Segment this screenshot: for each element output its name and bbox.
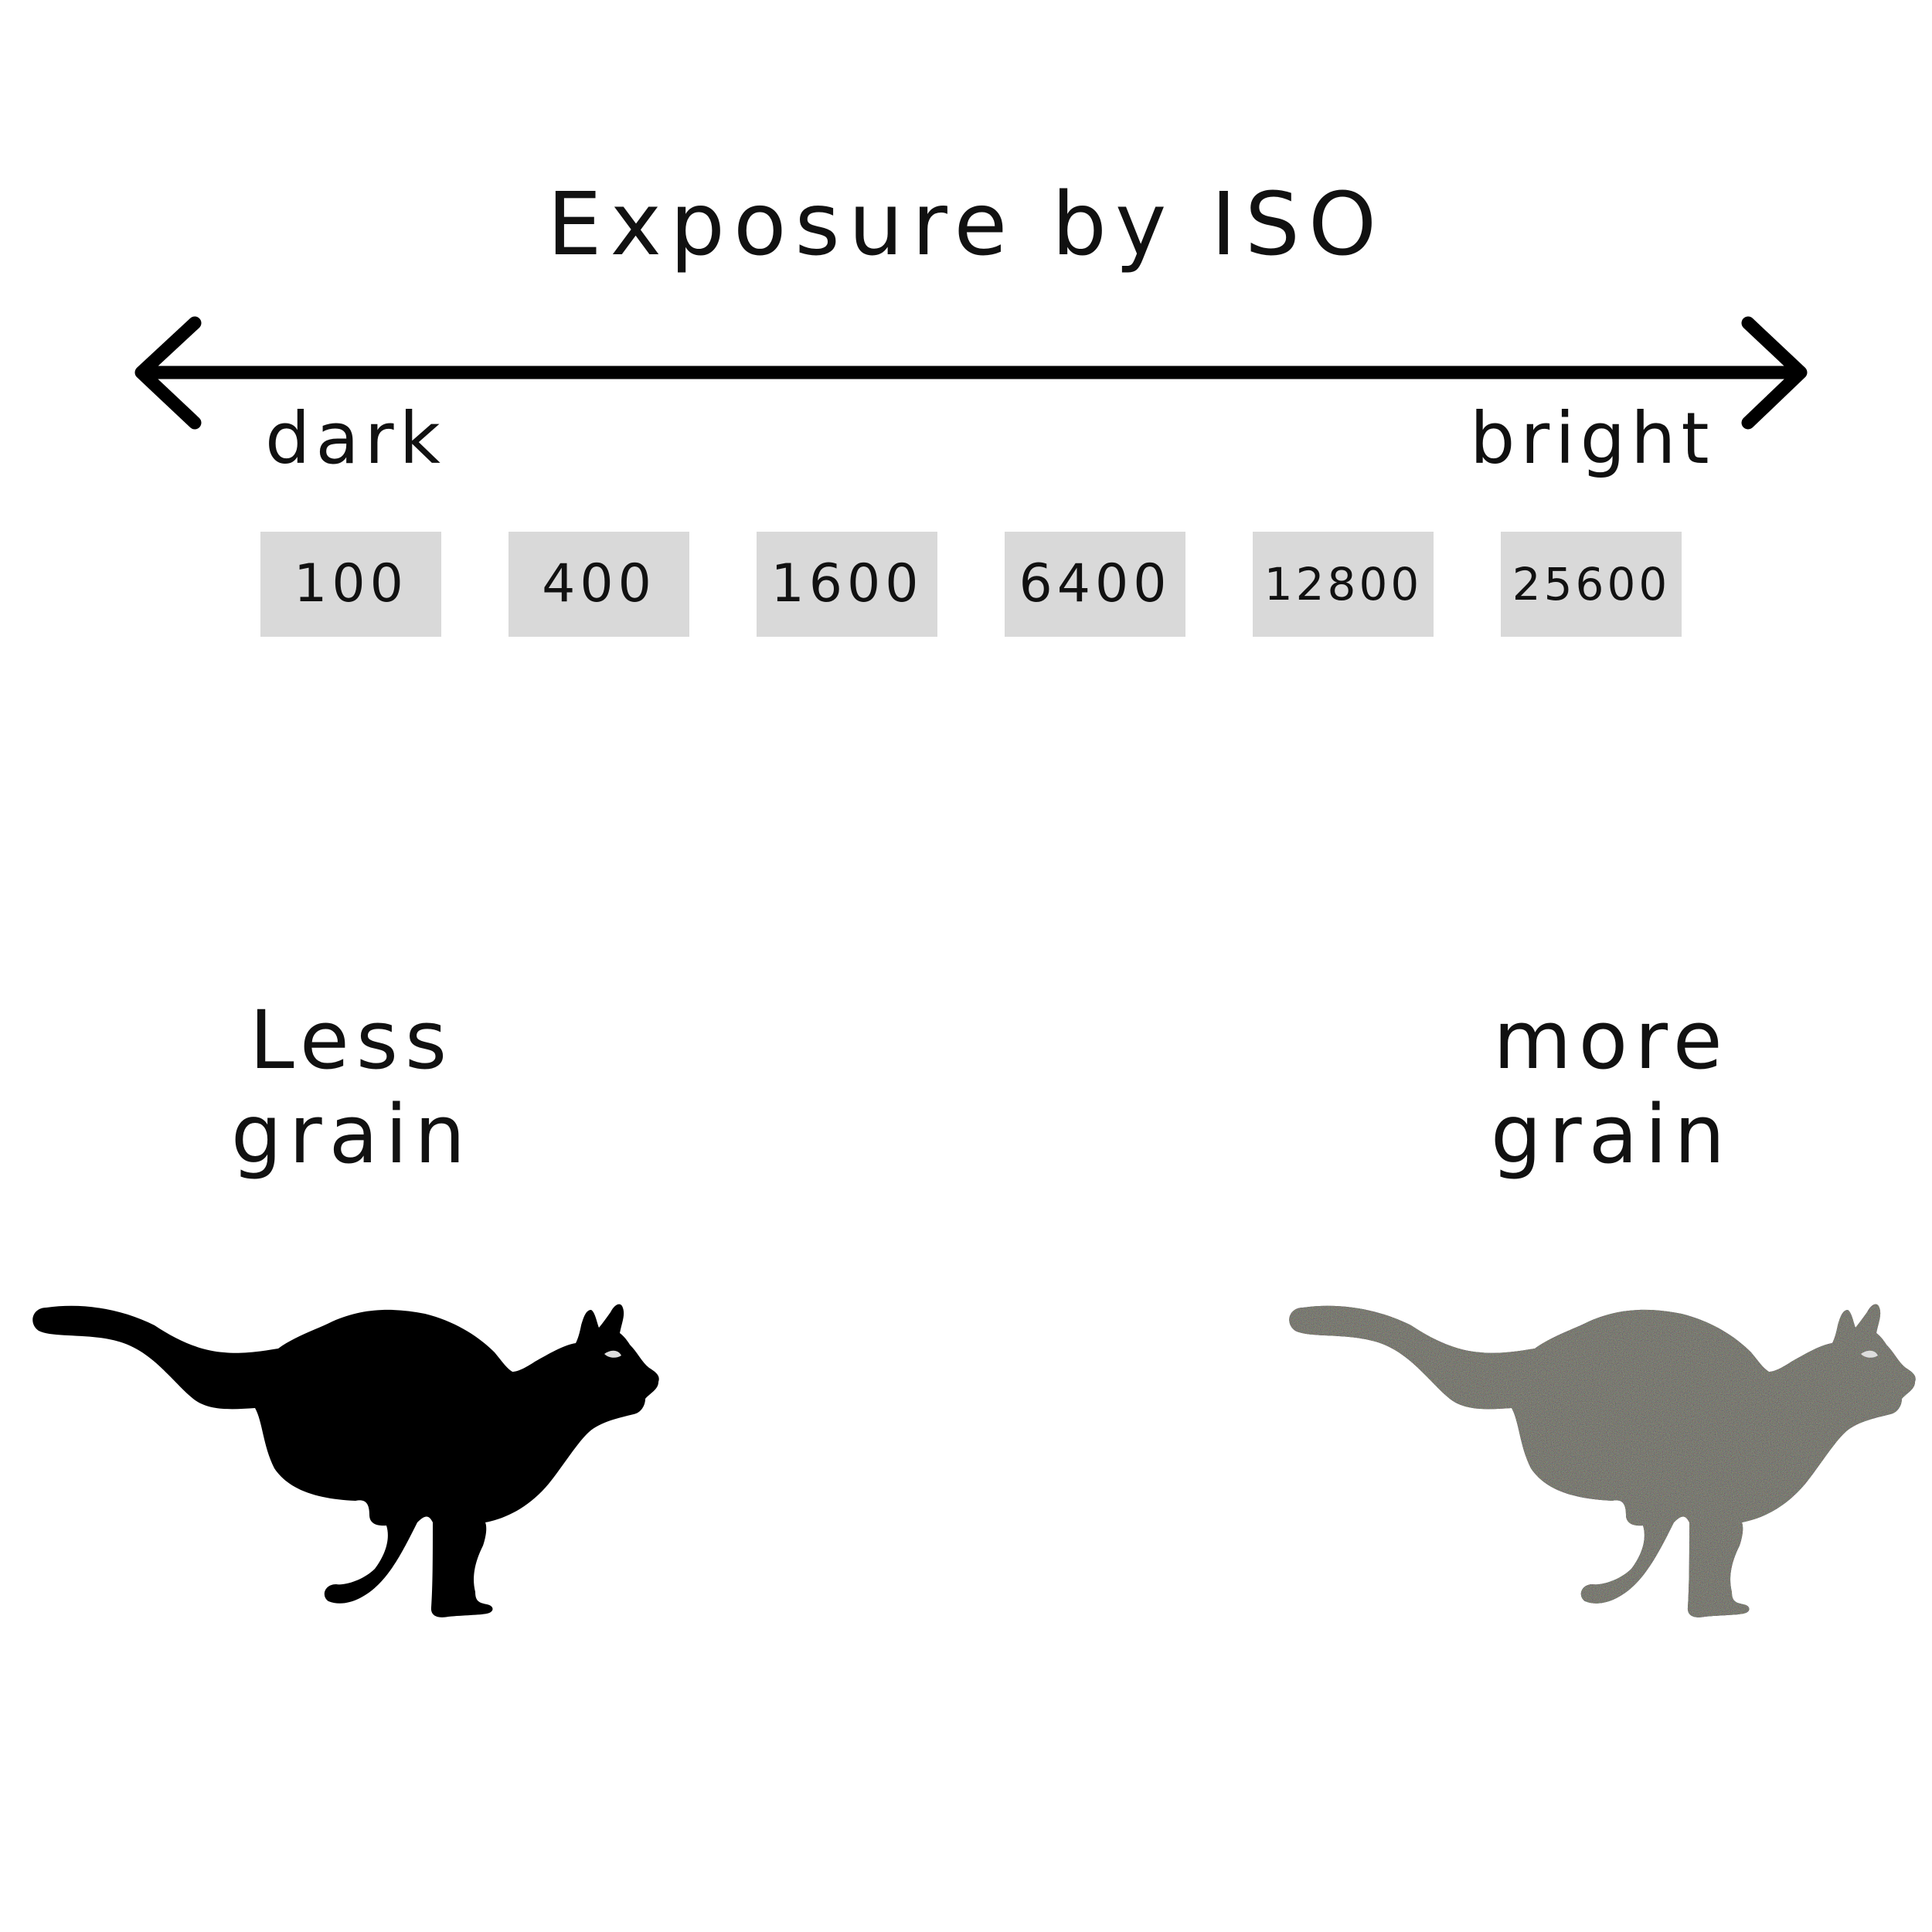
arrow-head-right	[1741, 316, 1808, 430]
running-cat-icon	[32, 1304, 659, 1617]
less-grain-label: Less grain	[197, 993, 506, 1182]
iso-scale: 100 400 1600 6400 12800 25600	[260, 532, 1682, 637]
iso-box-1600: 1600	[757, 532, 937, 637]
less-grain-line-1: Less	[249, 993, 454, 1087]
grainy-running-cat-icon	[1289, 1304, 1916, 1617]
double-headed-arrow-icon	[134, 316, 1808, 430]
iso-box-6400: 6400	[1005, 532, 1185, 637]
more-grain-line-1: more	[1493, 993, 1730, 1087]
less-grain-line-2: grain	[230, 1087, 473, 1182]
page-title: Exposure by ISO	[546, 175, 1386, 275]
iso-box-25600: 25600	[1501, 532, 1682, 637]
bright-label: bright	[1470, 397, 1715, 480]
arrow-head-left	[134, 316, 202, 430]
dark-label: dark	[265, 397, 446, 480]
more-grain-label: more grain	[1457, 993, 1766, 1182]
iso-box-400: 400	[509, 532, 689, 637]
more-grain-line-2: grain	[1490, 1087, 1733, 1182]
iso-box-12800: 12800	[1253, 532, 1434, 637]
iso-box-100: 100	[260, 532, 441, 637]
